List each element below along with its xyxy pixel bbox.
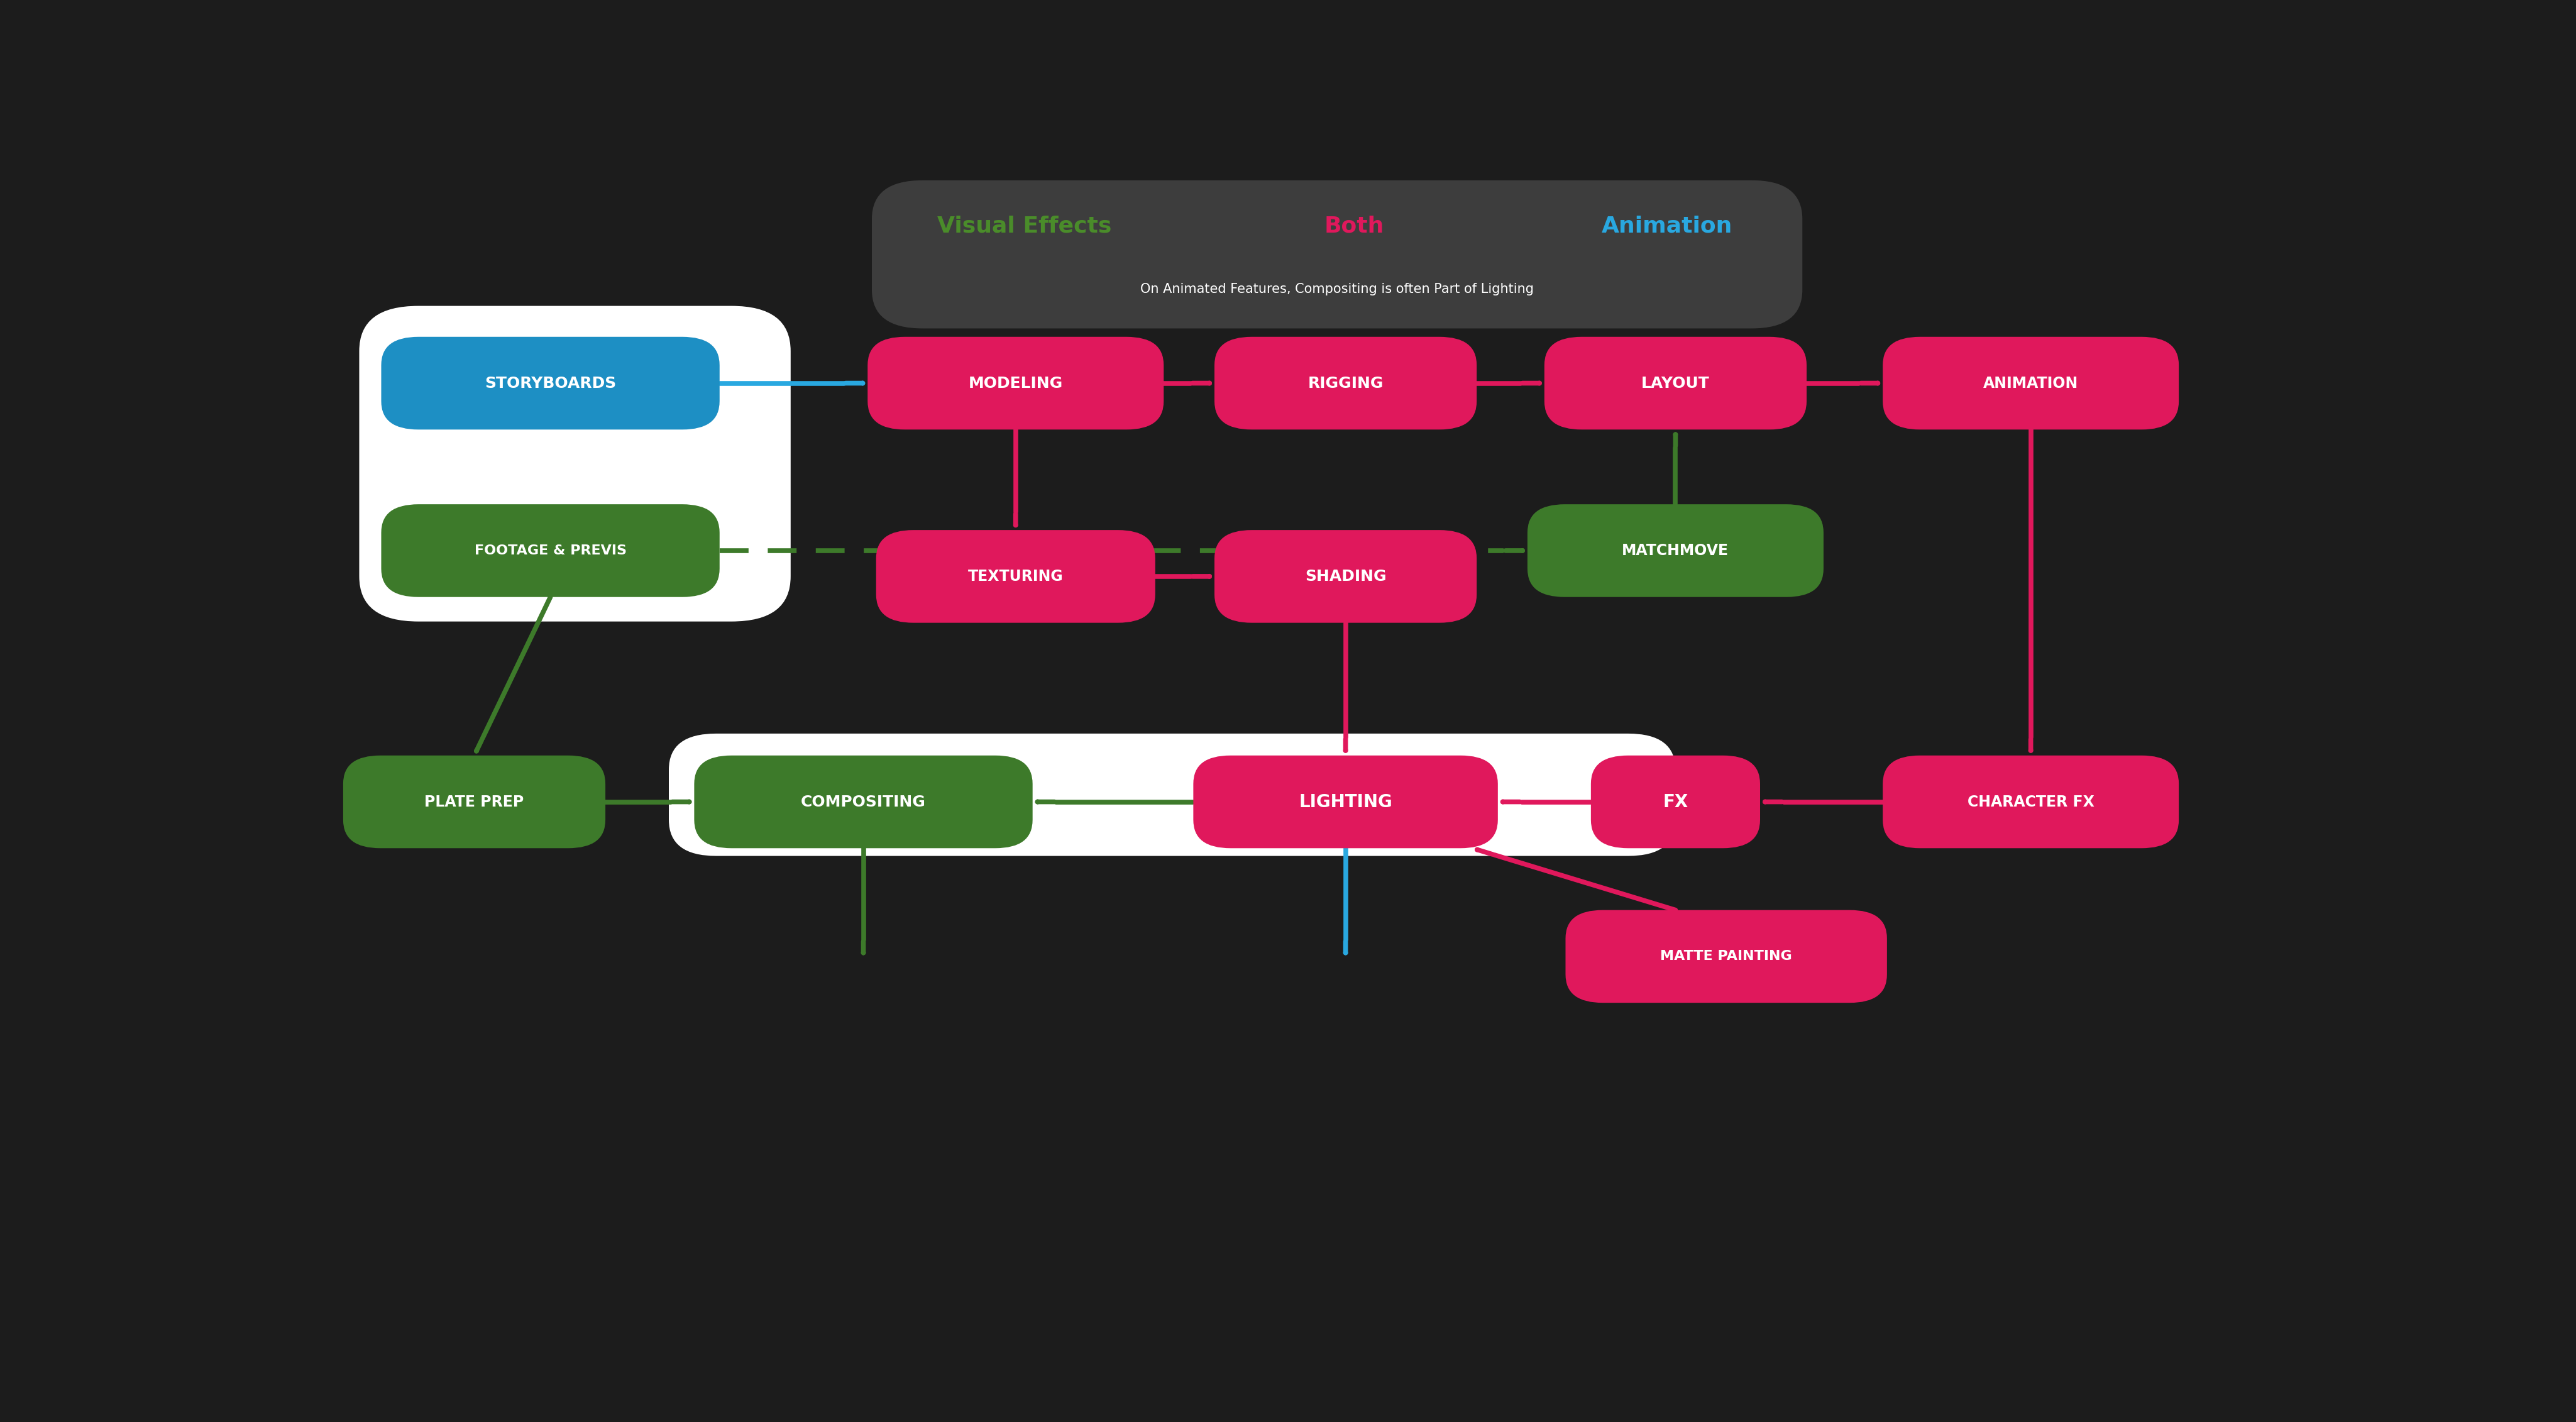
FancyBboxPatch shape bbox=[1883, 755, 2179, 848]
FancyBboxPatch shape bbox=[1528, 505, 1824, 597]
FancyBboxPatch shape bbox=[670, 734, 1674, 856]
FancyBboxPatch shape bbox=[1213, 337, 1476, 429]
FancyBboxPatch shape bbox=[1546, 337, 1806, 429]
Text: COMPOSITING: COMPOSITING bbox=[801, 795, 925, 809]
Text: LAYOUT: LAYOUT bbox=[1641, 375, 1710, 391]
FancyBboxPatch shape bbox=[381, 505, 719, 597]
FancyBboxPatch shape bbox=[381, 337, 719, 429]
Text: MATTE PAINTING: MATTE PAINTING bbox=[1662, 950, 1793, 963]
FancyBboxPatch shape bbox=[876, 530, 1154, 623]
Text: RIGGING: RIGGING bbox=[1309, 375, 1383, 391]
FancyBboxPatch shape bbox=[1213, 530, 1476, 623]
FancyBboxPatch shape bbox=[1566, 910, 1888, 1003]
Text: FOOTAGE & PREVIS: FOOTAGE & PREVIS bbox=[474, 545, 626, 557]
Text: STORYBOARDS: STORYBOARDS bbox=[484, 375, 616, 391]
Text: CHARACTER FX: CHARACTER FX bbox=[1968, 795, 2094, 809]
Text: Visual Effects: Visual Effects bbox=[938, 215, 1110, 236]
Text: MODELING: MODELING bbox=[969, 375, 1064, 391]
FancyBboxPatch shape bbox=[1883, 337, 2179, 429]
Text: Animation: Animation bbox=[1602, 215, 1734, 236]
FancyBboxPatch shape bbox=[358, 306, 791, 621]
Text: SHADING: SHADING bbox=[1306, 569, 1386, 584]
FancyBboxPatch shape bbox=[871, 181, 1803, 328]
FancyBboxPatch shape bbox=[693, 755, 1033, 848]
Text: FX: FX bbox=[1664, 793, 1687, 811]
FancyBboxPatch shape bbox=[1592, 755, 1759, 848]
Text: PLATE PREP: PLATE PREP bbox=[425, 795, 523, 809]
FancyBboxPatch shape bbox=[868, 337, 1164, 429]
FancyBboxPatch shape bbox=[343, 755, 605, 848]
Text: On Animated Features, Compositing is often Part of Lighting: On Animated Features, Compositing is oft… bbox=[1141, 283, 1533, 296]
FancyBboxPatch shape bbox=[1193, 755, 1497, 848]
Text: LIGHTING: LIGHTING bbox=[1298, 793, 1394, 811]
Text: MATCHMOVE: MATCHMOVE bbox=[1623, 543, 1728, 559]
Text: TEXTURING: TEXTURING bbox=[969, 569, 1064, 584]
Text: Both: Both bbox=[1324, 215, 1383, 236]
Text: ANIMATION: ANIMATION bbox=[1984, 375, 2079, 391]
